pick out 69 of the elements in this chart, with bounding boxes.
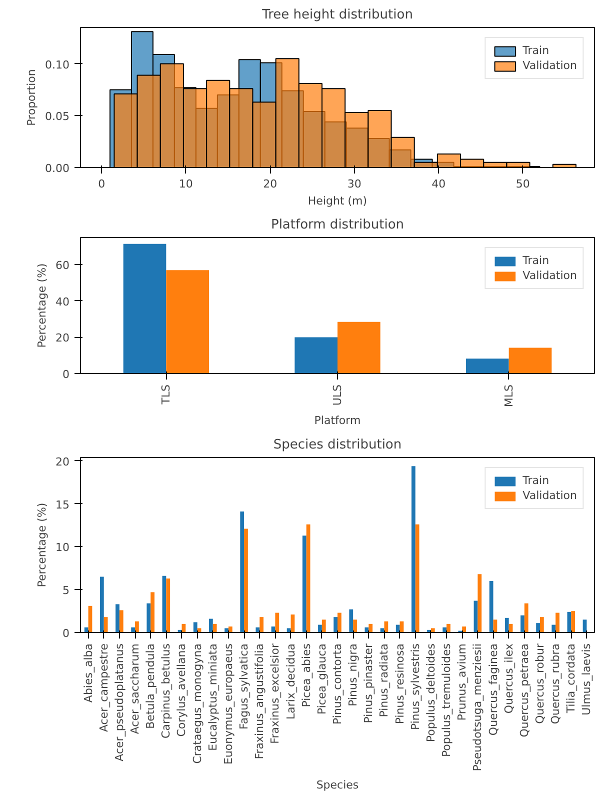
chart-title: Tree height distribution bbox=[261, 8, 413, 22]
x-tick-label: Quercus_ilex bbox=[502, 643, 516, 714]
x-tick-label: Acer_saccharum bbox=[128, 643, 142, 734]
x-tick-label: Quercus_petraea bbox=[518, 644, 531, 738]
x-tick-label: Pseudotsuga_menziesii bbox=[471, 643, 484, 772]
chart-title: Platform distribution bbox=[270, 218, 404, 232]
x-tick-label: Picea_glauca bbox=[315, 643, 328, 715]
legend-label: Validation bbox=[522, 59, 577, 72]
x-tick-label: Pinus_sylvestris bbox=[408, 643, 422, 730]
y-tick-label: 0.00 bbox=[45, 162, 70, 175]
x-tick-label: ULS bbox=[331, 384, 344, 406]
x-tick-label: Pinus_contorta bbox=[331, 643, 344, 724]
x-tick-label: Betula_pendula bbox=[144, 643, 158, 729]
x-tick-label: Quercus_rubra bbox=[549, 643, 562, 724]
legend-label: Validation bbox=[522, 269, 577, 282]
x-tick-label: MLS bbox=[502, 384, 516, 408]
x-axis-title: Species bbox=[316, 778, 359, 792]
y-axis-title: Proportion bbox=[25, 69, 38, 126]
x-tick-label: TLS bbox=[160, 384, 173, 406]
y-tick-label: 20 bbox=[56, 455, 70, 468]
x-tick-label: Pinus_pinaster bbox=[362, 643, 376, 724]
x-tick-label: Quercus_faginea bbox=[486, 644, 500, 736]
x-axis-title: Height (m) bbox=[308, 194, 368, 208]
x-tick-label: Abies_alba bbox=[82, 643, 95, 703]
y-tick-label: 10 bbox=[56, 541, 70, 554]
x-tick-label: Pinus_nigra bbox=[346, 643, 360, 706]
x-tick-label: 30 bbox=[347, 178, 362, 190]
x-tick-label: Tilia_cordata bbox=[564, 643, 578, 714]
x-tick-label: Eucalyptus_miniata bbox=[206, 643, 220, 751]
x-tick-label: Fraxinus_excelsior bbox=[268, 643, 282, 744]
x-tick-label: Carpinus_betulus bbox=[160, 643, 173, 738]
x-tick-label: Corylus_avellana bbox=[175, 643, 188, 737]
y-tick-label: 20 bbox=[56, 332, 70, 345]
x-tick-label: Fagus_sylvatica bbox=[238, 643, 251, 730]
y-tick-label: 5 bbox=[62, 584, 70, 598]
y-axis-title: Percentage (%) bbox=[36, 263, 49, 348]
y-tick-label: 40 bbox=[56, 295, 70, 308]
y-axis-title: Percentage (%) bbox=[36, 502, 49, 588]
y-tick-label: 0 bbox=[62, 368, 70, 381]
x-tick-label: Quercus_robur bbox=[533, 643, 546, 724]
legend-label: Train bbox=[522, 254, 550, 267]
x-tick-label: Populus_tremuloides bbox=[440, 643, 454, 758]
x-tick-label: 50 bbox=[516, 178, 530, 190]
x-tick-label: Acer_pseudoplatanus bbox=[112, 643, 126, 762]
x-tick-label: Picea_abies bbox=[300, 643, 313, 708]
x-tick-label: Larix_decidua bbox=[284, 643, 298, 720]
x-tick-label: Euonymus_europaeus bbox=[222, 643, 235, 764]
y-tick-label: 0.05 bbox=[45, 110, 70, 124]
x-tick-label: 20 bbox=[263, 178, 278, 190]
x-tick-label: 40 bbox=[432, 178, 446, 190]
x-tick-label: Pinus_radiata bbox=[378, 644, 391, 718]
x-tick-label: Populus_deltoides bbox=[424, 643, 438, 742]
legend-label: Train bbox=[522, 474, 550, 487]
chart-title: Species distribution bbox=[273, 438, 402, 452]
y-tick-label: 15 bbox=[56, 498, 70, 512]
x-tick-label: Ulmus_laevis bbox=[580, 643, 594, 716]
x-tick-label: Acer_campestre bbox=[97, 643, 110, 732]
x-tick-label: 10 bbox=[178, 178, 193, 190]
y-tick-label: 60 bbox=[56, 259, 70, 272]
y-tick-label: 0.10 bbox=[45, 58, 70, 72]
x-tick-label: 0 bbox=[98, 178, 106, 190]
legend-label: Train bbox=[522, 44, 550, 57]
x-tick-label: Prunus_avium bbox=[456, 643, 469, 721]
x-axis-title: Platform bbox=[314, 414, 361, 428]
x-tick-label: Pinus_resinosa bbox=[393, 643, 406, 724]
legend-label: Validation bbox=[522, 489, 577, 502]
x-tick-label: Crataegus_monogyna bbox=[190, 643, 204, 764]
y-tick-label: 0 bbox=[62, 627, 70, 640]
x-tick-label: Fraxinus_angustifolia bbox=[253, 643, 266, 760]
